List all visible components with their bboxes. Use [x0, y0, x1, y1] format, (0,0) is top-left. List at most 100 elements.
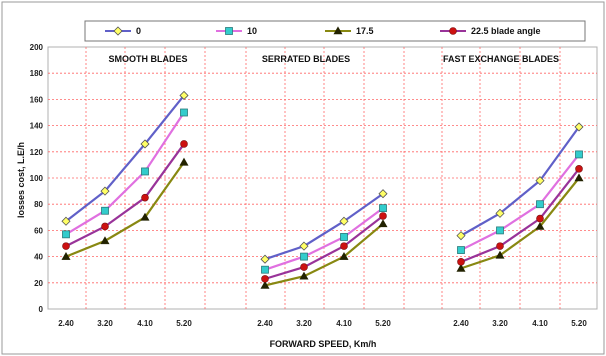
- data-point: [535, 176, 545, 186]
- series-line: [264, 192, 384, 261]
- data-point: [379, 204, 387, 213]
- panel-title: SMOOTH BLADES: [108, 54, 187, 64]
- x-tick-label: 2.40: [257, 319, 273, 328]
- data-point: [457, 258, 465, 266]
- data-point: [61, 251, 71, 260]
- data-point: [180, 108, 188, 117]
- x-tick-label: 2.40: [453, 319, 469, 328]
- data-point: [575, 150, 583, 159]
- data-point: [535, 221, 545, 230]
- series-line: [65, 94, 185, 223]
- data-point: [62, 242, 70, 250]
- series-layer: [61, 90, 584, 289]
- x-tick-label: 3.20: [97, 319, 113, 328]
- data-point: [180, 140, 188, 148]
- data-point: [101, 222, 109, 231]
- legend: 0 10 17.5 22.5 blade angle: [84, 20, 586, 42]
- data-point: [340, 242, 348, 250]
- data-point: [179, 157, 189, 166]
- data-point: [457, 246, 465, 254]
- data-point: [379, 212, 387, 220]
- data-point: [61, 216, 71, 226]
- data-point: [140, 139, 150, 149]
- data-point: [179, 90, 189, 101]
- x-tick-label: 2.40: [58, 319, 74, 328]
- data-point: [339, 251, 349, 260]
- data-point: [140, 212, 150, 221]
- series-line: [460, 126, 580, 237]
- data-point: [456, 231, 466, 241]
- x-tick-label: 5.20: [176, 319, 192, 328]
- y-tick-label: 20: [34, 279, 43, 288]
- y-tick-label: 0: [39, 305, 44, 314]
- data-point: [340, 233, 348, 241]
- series-line: [460, 177, 580, 270]
- data-point: [141, 167, 149, 176]
- x-tick-label: 5.20: [571, 319, 587, 328]
- x-tick-label: 3.20: [492, 319, 508, 328]
- data-point: [62, 230, 70, 239]
- legend-marker: [333, 26, 343, 35]
- data-point: [495, 250, 505, 259]
- data-point: [141, 193, 149, 202]
- data-point: [101, 206, 109, 215]
- grid-layer: [48, 47, 597, 309]
- data-point: [575, 165, 583, 173]
- data-point: [299, 271, 309, 280]
- x-tick-label: 3.20: [296, 319, 312, 328]
- data-point: [536, 200, 544, 209]
- legend-marker: [449, 27, 457, 35]
- data-point: [300, 252, 308, 261]
- y-axis-title: losses cost, L.E/h: [16, 142, 26, 218]
- data-point: [496, 226, 504, 235]
- x-tick-label: 5.20: [375, 319, 391, 328]
- data-point: [300, 263, 308, 271]
- legend-marker: [113, 26, 123, 36]
- y-tick-label: 100: [30, 174, 44, 183]
- y-tick-label: 140: [30, 122, 44, 131]
- x-tick-label: 4.10: [532, 319, 548, 328]
- panel-title: FAST EXCHANGE BLADES: [443, 54, 559, 64]
- data-point: [100, 186, 110, 196]
- data-point: [496, 242, 504, 250]
- series-line: [65, 111, 185, 236]
- data-point: [574, 173, 584, 182]
- y-tick-label: 60: [34, 226, 43, 235]
- x-tick-label: 4.10: [336, 319, 352, 328]
- data-point: [339, 216, 349, 226]
- data-point: [100, 236, 110, 245]
- y-tick-label: 120: [30, 148, 44, 157]
- y-tick-label: 160: [30, 95, 44, 104]
- data-point: [260, 280, 270, 289]
- data-point: [260, 254, 270, 264]
- legend-label: 17.5: [356, 26, 374, 36]
- data-point: [378, 219, 388, 228]
- y-tick-label: 200: [30, 43, 44, 52]
- series-line: [65, 143, 185, 248]
- legend-label: 0: [136, 26, 141, 36]
- series-line: [264, 223, 384, 287]
- legend-label: 22.5 blade angle: [471, 26, 541, 36]
- axis-layer: 0 20 40 60 80 100 120 140 160 180 200 2.40 3.20 4.10 5…: [30, 43, 588, 328]
- y-tick-label: 40: [34, 253, 43, 262]
- series-line: [460, 168, 580, 263]
- data-point: [299, 241, 309, 251]
- data-point: [261, 265, 269, 274]
- series-line: [264, 215, 384, 280]
- panel-title: SERRATED BLADES: [262, 54, 350, 64]
- data-point: [378, 189, 388, 199]
- panel-title-layer: SMOOTH BLADES SERRATED BLADES FAST EXCHANG…: [108, 54, 559, 64]
- legend-label: 10: [247, 26, 257, 36]
- legend-marker: [225, 27, 233, 35]
- x-tick-label: 4.10: [137, 319, 153, 328]
- y-tick-label: 180: [30, 69, 44, 78]
- data-point: [261, 275, 269, 283]
- data-point: [495, 208, 505, 218]
- data-point: [536, 214, 544, 223]
- x-axis-title: FORWARD SPEED, Km/h: [270, 339, 377, 349]
- series-line: [460, 153, 580, 252]
- plot-area: [47, 46, 598, 310]
- data-point: [574, 122, 584, 132]
